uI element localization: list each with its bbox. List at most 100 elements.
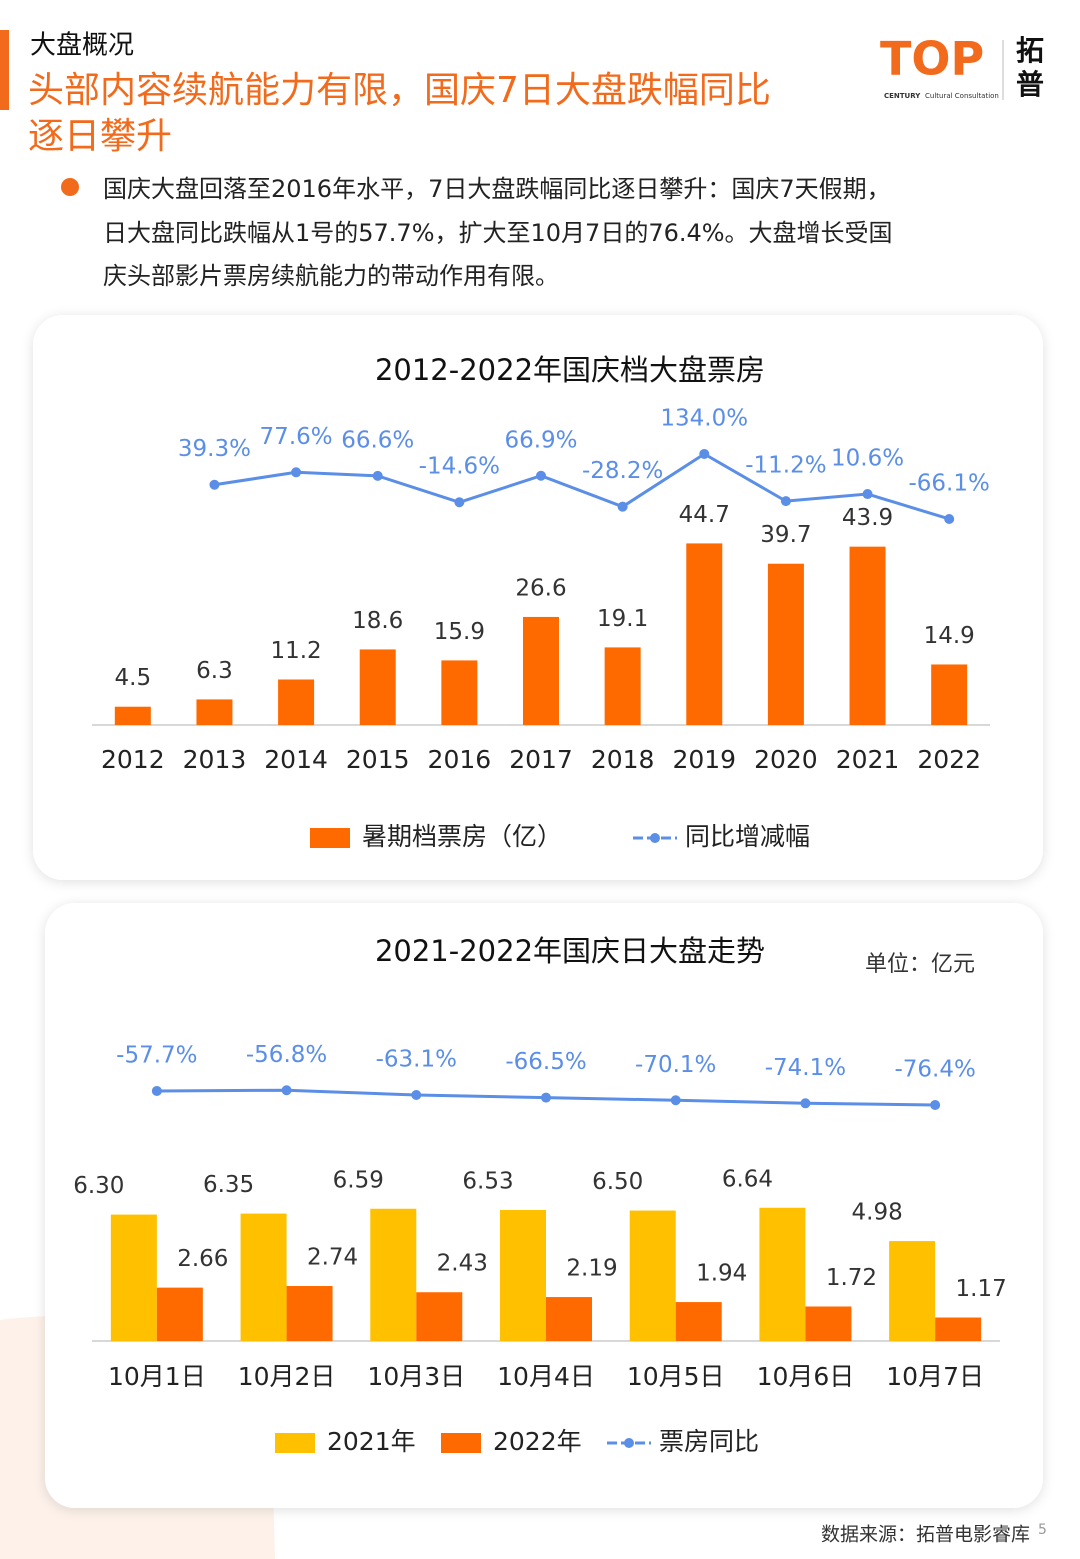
data-label: 18.6 [352, 608, 403, 634]
logo-name: 普 [1016, 68, 1044, 101]
logo-tagline: Cultural Consultation [925, 92, 999, 100]
x-tick-label: 2017 [509, 745, 573, 774]
bar [849, 546, 886, 725]
chart-card [45, 903, 1043, 1508]
data-label: 66.9% [504, 427, 577, 453]
bar [523, 616, 559, 725]
line-point [862, 489, 873, 500]
bar [286, 1286, 333, 1341]
legend-swatch [275, 1433, 315, 1453]
data-label: -74.1% [765, 1055, 846, 1081]
data-label: 39.7 [760, 522, 811, 548]
line-point [151, 1085, 162, 1096]
bar [759, 1207, 806, 1341]
line-point [930, 1100, 941, 1111]
data-label: 77.6% [260, 424, 333, 450]
data-label: -56.8% [246, 1042, 327, 1068]
data-label: 2.43 [437, 1251, 488, 1277]
data-label: 2.66 [177, 1246, 228, 1272]
data-label: 44.7 [679, 502, 730, 528]
legend-swatch [650, 833, 660, 843]
data-label: 66.6% [341, 427, 414, 453]
data-label: -76.4% [894, 1057, 975, 1083]
x-tick-label: 2016 [428, 745, 492, 774]
line-point [780, 496, 791, 507]
data-label: -66.1% [908, 470, 989, 496]
bar [931, 664, 968, 725]
line-point [617, 501, 628, 512]
data-label: -11.2% [745, 453, 826, 479]
line-point [670, 1095, 681, 1106]
x-tick-label: 2019 [672, 745, 736, 774]
bar [441, 660, 478, 725]
legend-label: 暑期档票房（亿） [362, 822, 562, 851]
data-label: 6.35 [203, 1172, 254, 1198]
data-label: -28.2% [582, 458, 663, 484]
legend-swatch [624, 1438, 634, 1448]
line-point [944, 513, 955, 524]
x-tick-label: 10月4日 [497, 1362, 595, 1391]
logo-mark: TOP [880, 32, 984, 86]
x-tick-label: 2022 [917, 745, 981, 774]
legend-swatch [441, 1433, 481, 1453]
data-label: 1.94 [696, 1261, 747, 1287]
bar [889, 1241, 936, 1341]
legend-label: 同比增减幅 [685, 822, 810, 851]
line-point [291, 467, 302, 478]
page-number: 5 [1038, 1522, 1047, 1538]
headline: 头部内容续航能力有限，国庆7日大盘跌幅同比 [28, 70, 771, 111]
legend-label: 2021年 [327, 1427, 416, 1456]
data-label: -57.7% [116, 1042, 197, 1068]
line-point [209, 479, 220, 490]
bar [675, 1302, 722, 1341]
line-point [411, 1090, 422, 1101]
bar [278, 679, 315, 725]
data-label: 6.30 [73, 1173, 124, 1199]
headline: 逐日攀升 [28, 116, 172, 157]
chart-title: 2012-2022年国庆档大盘票房 [375, 353, 765, 387]
bar [805, 1306, 852, 1341]
bar [156, 1287, 203, 1341]
accent-bar [0, 30, 9, 110]
line-point [281, 1085, 292, 1096]
bar [604, 647, 641, 725]
data-label: 1.72 [826, 1265, 877, 1291]
bullet [61, 178, 79, 196]
legend-swatch [310, 828, 350, 848]
x-tick-label: 2020 [754, 745, 818, 774]
unit-note: 单位：亿元 [865, 952, 975, 977]
data-label: 39.3% [178, 436, 251, 462]
bullet-text: 庆头部影片票房续航能力的带动作用有限。 [103, 262, 559, 290]
line-point [372, 470, 383, 481]
data-label: 6.53 [462, 1168, 513, 1194]
data-label: 11.2 [270, 638, 321, 664]
data-label: 10.6% [831, 446, 904, 472]
x-tick-label: 2013 [183, 745, 247, 774]
bar [767, 563, 804, 725]
x-tick-label: 10月5日 [627, 1362, 725, 1391]
x-tick-label: 10月1日 [108, 1362, 206, 1391]
bar [416, 1292, 463, 1341]
data-label: 1.17 [956, 1276, 1007, 1302]
bar [196, 699, 233, 725]
data-label: 6.64 [722, 1166, 773, 1192]
x-tick-label: 10月2日 [238, 1362, 336, 1391]
data-label: 15.9 [434, 619, 485, 645]
bar [500, 1209, 546, 1341]
bar [370, 1208, 417, 1341]
bar [114, 706, 151, 725]
data-label: 2.74 [307, 1245, 358, 1271]
legend-label: 2022年 [493, 1427, 582, 1456]
data-label: 43.9 [842, 505, 893, 531]
data-label: 2.19 [566, 1256, 617, 1282]
x-tick-label: 2015 [346, 745, 410, 774]
data-label: 6.59 [333, 1167, 384, 1193]
data-label: 14.9 [924, 623, 975, 649]
logo-tagline: CENTURY [884, 92, 921, 100]
x-tick-label: 10月6日 [757, 1362, 855, 1391]
data-label: -63.1% [376, 1047, 457, 1073]
line-point [536, 470, 546, 481]
data-label: 6.50 [592, 1169, 643, 1195]
line [214, 452, 950, 521]
